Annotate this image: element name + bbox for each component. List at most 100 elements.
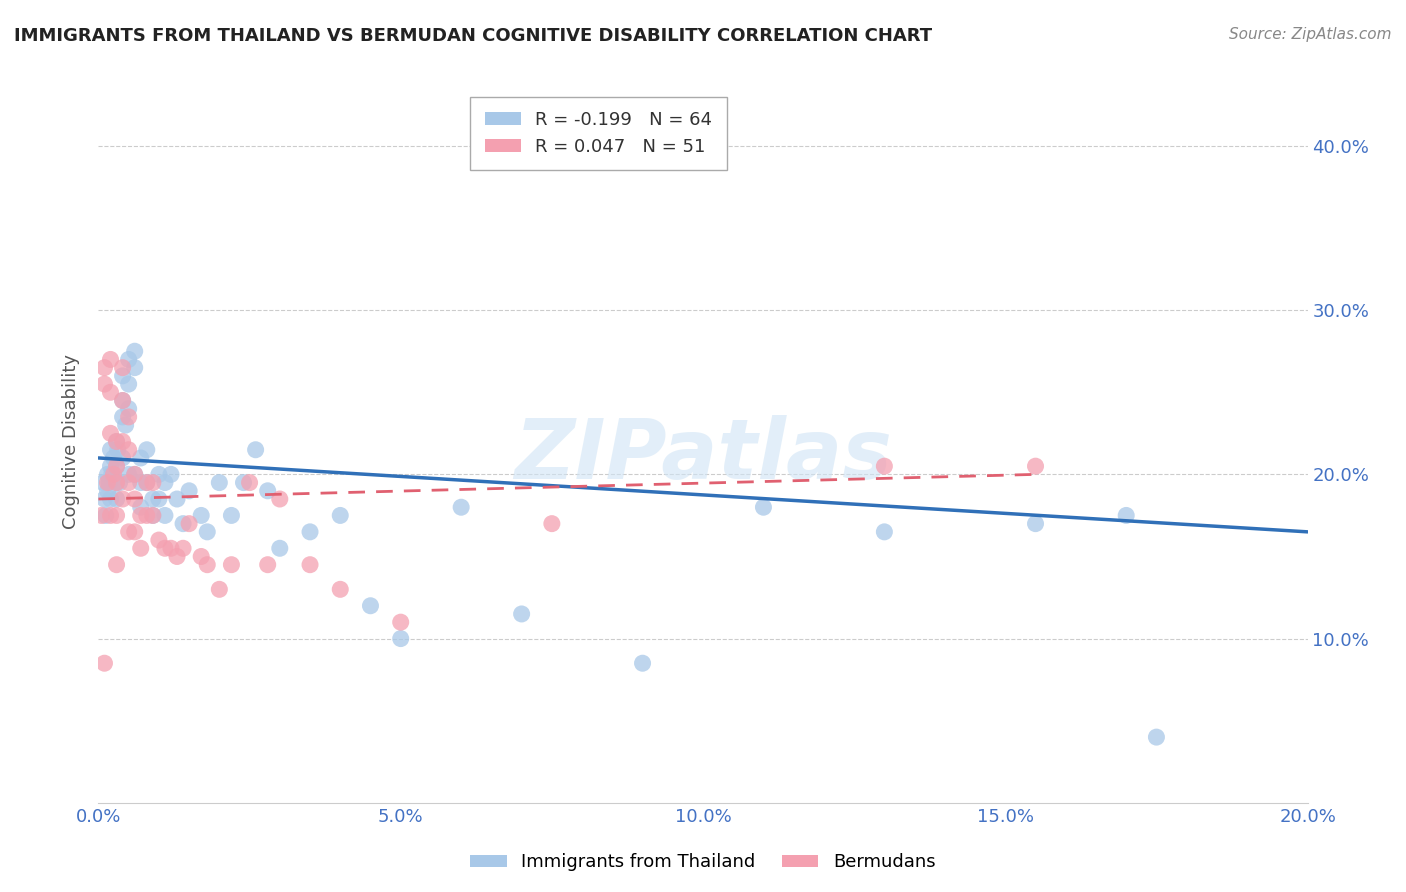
- Point: [142, 491, 165, 506]
- Point: [100, 442, 122, 457]
- Point: [360, 599, 382, 613]
- Point: [93, 377, 115, 392]
- Point: [118, 352, 141, 367]
- Point: [269, 541, 291, 556]
- Point: [166, 549, 188, 564]
- Point: [148, 467, 170, 482]
- Point: [142, 508, 165, 523]
- Point: [124, 467, 146, 482]
- Point: [118, 524, 141, 539]
- Point: [100, 426, 122, 441]
- Point: [111, 409, 134, 424]
- Point: [118, 442, 141, 457]
- Point: [172, 516, 194, 531]
- Legend: R = -0.199   N = 64, R = 0.047   N = 51: R = -0.199 N = 64, R = 0.047 N = 51: [470, 96, 727, 170]
- Point: [105, 459, 128, 474]
- Point: [111, 434, 134, 449]
- Point: [1115, 508, 1137, 523]
- Point: [105, 508, 128, 523]
- Point: [129, 541, 152, 556]
- Point: [111, 360, 134, 375]
- Point: [873, 524, 896, 539]
- Point: [105, 434, 128, 449]
- Point: [1024, 459, 1046, 474]
- Point: [114, 418, 136, 433]
- Point: [135, 508, 157, 523]
- Point: [195, 524, 218, 539]
- Point: [105, 475, 128, 490]
- Point: [124, 524, 146, 539]
- Point: [129, 500, 152, 515]
- Point: [90, 508, 112, 523]
- Point: [190, 549, 212, 564]
- Point: [124, 491, 146, 506]
- Point: [111, 393, 134, 408]
- Point: [245, 442, 267, 457]
- Point: [232, 475, 254, 490]
- Point: [118, 475, 141, 490]
- Point: [108, 475, 131, 490]
- Point: [94, 508, 117, 523]
- Y-axis label: Cognitive Disability: Cognitive Disability: [62, 354, 80, 529]
- Point: [329, 508, 352, 523]
- Point: [93, 491, 115, 506]
- Point: [100, 352, 122, 367]
- Point: [389, 632, 412, 646]
- Point: [118, 467, 141, 482]
- Point: [105, 558, 128, 572]
- Point: [98, 475, 121, 490]
- Point: [269, 491, 291, 506]
- Point: [221, 558, 243, 572]
- Point: [124, 467, 146, 482]
- Point: [160, 467, 183, 482]
- Point: [190, 508, 212, 523]
- Point: [179, 516, 201, 531]
- Point: [103, 467, 125, 482]
- Point: [135, 475, 157, 490]
- Point: [153, 541, 176, 556]
- Text: Source: ZipAtlas.com: Source: ZipAtlas.com: [1229, 27, 1392, 42]
- Point: [329, 582, 352, 597]
- Point: [103, 450, 125, 465]
- Point: [105, 434, 128, 449]
- Point: [107, 442, 129, 457]
- Point: [752, 500, 775, 515]
- Point: [450, 500, 472, 515]
- Point: [299, 524, 322, 539]
- Point: [124, 360, 146, 375]
- Legend: Immigrants from Thailand, Bermudans: Immigrants from Thailand, Bermudans: [463, 847, 943, 879]
- Point: [1024, 516, 1046, 531]
- Point: [153, 475, 176, 490]
- Point: [873, 459, 896, 474]
- Point: [148, 491, 170, 506]
- Point: [195, 558, 218, 572]
- Point: [208, 475, 231, 490]
- Point: [1144, 730, 1167, 744]
- Point: [389, 615, 412, 630]
- Point: [135, 475, 157, 490]
- Point: [160, 541, 183, 556]
- Point: [129, 475, 152, 490]
- Point: [96, 483, 118, 498]
- Point: [510, 607, 533, 621]
- Point: [105, 475, 128, 490]
- Point: [96, 467, 118, 482]
- Point: [239, 475, 262, 490]
- Point: [142, 508, 165, 523]
- Point: [124, 344, 146, 359]
- Point: [221, 508, 243, 523]
- Point: [142, 475, 165, 490]
- Point: [111, 450, 134, 465]
- Point: [96, 475, 118, 490]
- Point: [172, 541, 194, 556]
- Point: [111, 491, 134, 506]
- Point: [118, 401, 141, 416]
- Point: [100, 459, 122, 474]
- Point: [179, 483, 201, 498]
- Point: [129, 450, 152, 465]
- Point: [111, 368, 134, 383]
- Text: IMMIGRANTS FROM THAILAND VS BERMUDAN COGNITIVE DISABILITY CORRELATION CHART: IMMIGRANTS FROM THAILAND VS BERMUDAN COG…: [14, 27, 932, 45]
- Point: [111, 393, 134, 408]
- Point: [118, 377, 141, 392]
- Point: [166, 491, 188, 506]
